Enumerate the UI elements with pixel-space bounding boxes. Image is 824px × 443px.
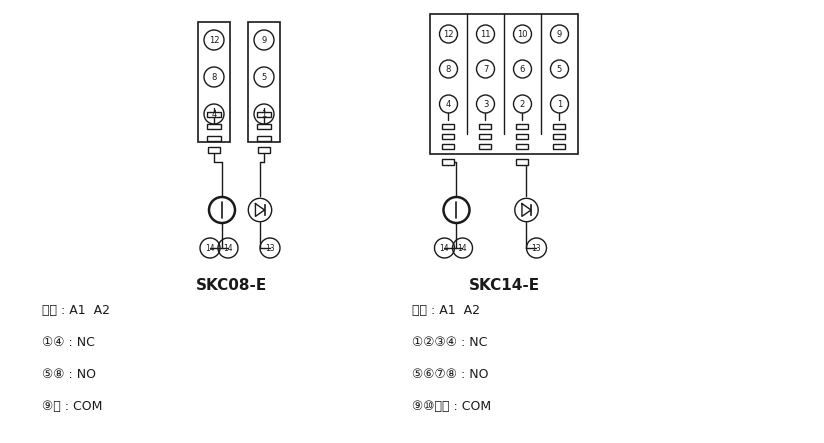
Text: 2: 2 xyxy=(520,100,525,109)
Text: ⑨⑩⑪⑫ : COM: ⑨⑩⑪⑫ : COM xyxy=(412,400,491,412)
Bar xyxy=(480,124,491,128)
Text: ⑤⑧ : NO: ⑤⑧ : NO xyxy=(42,368,96,381)
Text: ①②③④ : NC: ①②③④ : NC xyxy=(412,335,487,349)
Bar xyxy=(554,133,565,139)
Bar xyxy=(517,133,528,139)
Bar xyxy=(554,124,565,128)
Bar xyxy=(442,159,455,165)
Bar xyxy=(480,144,491,148)
Bar xyxy=(207,112,221,117)
Bar xyxy=(517,124,528,128)
Text: 14: 14 xyxy=(440,244,449,253)
Text: ⑨⑫ : COM: ⑨⑫ : COM xyxy=(42,400,102,412)
Text: ⑬⑭ : A1  A2: ⑬⑭ : A1 A2 xyxy=(412,303,480,316)
Text: 12: 12 xyxy=(208,35,219,44)
Bar xyxy=(442,144,455,148)
Text: 10: 10 xyxy=(517,30,527,39)
Text: 9: 9 xyxy=(557,30,562,39)
Bar xyxy=(198,22,230,142)
Bar xyxy=(248,22,280,142)
Text: 9: 9 xyxy=(261,35,267,44)
Bar xyxy=(258,147,270,153)
Bar xyxy=(430,14,578,154)
Text: 11: 11 xyxy=(480,30,491,39)
Text: 8: 8 xyxy=(446,65,452,74)
Bar xyxy=(257,124,271,128)
Text: 13: 13 xyxy=(265,244,275,253)
Bar xyxy=(208,147,220,153)
Bar xyxy=(257,136,271,140)
Text: SKC14-E: SKC14-E xyxy=(468,278,540,293)
Text: ⑬⑭ : A1  A2: ⑬⑭ : A1 A2 xyxy=(42,303,110,316)
Bar xyxy=(554,144,565,148)
Bar xyxy=(257,112,271,117)
Text: 3: 3 xyxy=(483,100,488,109)
Text: 14: 14 xyxy=(205,244,215,253)
Text: 14: 14 xyxy=(457,244,467,253)
Text: 1: 1 xyxy=(557,100,562,109)
Bar xyxy=(517,159,528,165)
Bar xyxy=(207,136,221,140)
Text: ①④ : NC: ①④ : NC xyxy=(42,335,95,349)
Text: 13: 13 xyxy=(531,244,541,253)
Text: 8: 8 xyxy=(211,73,217,82)
Text: ⑤⑥⑦⑧ : NO: ⑤⑥⑦⑧ : NO xyxy=(412,368,489,381)
Bar xyxy=(207,124,221,128)
Text: 14: 14 xyxy=(223,244,233,253)
Text: 12: 12 xyxy=(443,30,454,39)
Text: 4: 4 xyxy=(446,100,451,109)
Bar xyxy=(442,133,455,139)
Bar xyxy=(480,133,491,139)
Text: 5: 5 xyxy=(557,65,562,74)
Text: SKC08-E: SKC08-E xyxy=(196,278,268,293)
Bar xyxy=(442,124,455,128)
Bar xyxy=(517,144,528,148)
Text: 1: 1 xyxy=(261,109,267,118)
Text: 7: 7 xyxy=(483,65,488,74)
Text: 4: 4 xyxy=(212,109,217,118)
Text: 5: 5 xyxy=(261,73,267,82)
Text: 6: 6 xyxy=(520,65,525,74)
